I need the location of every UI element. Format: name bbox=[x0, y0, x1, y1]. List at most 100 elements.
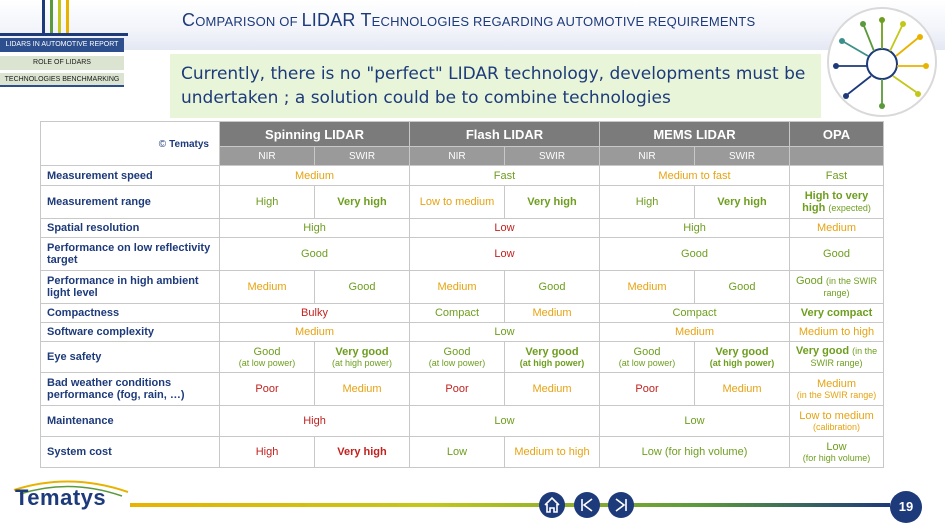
footer-rule bbox=[130, 503, 890, 507]
cell-value: Good bbox=[301, 248, 328, 260]
row-label: Eye safety bbox=[40, 341, 220, 373]
page-title: COMPARISON OF LIDAR TECHNOLOGIES REGARDI… bbox=[182, 10, 756, 30]
cell-value: Medium to fast bbox=[658, 169, 731, 182]
table-cell: Good (at low power) bbox=[599, 341, 695, 373]
table-row: Bad weather conditions performance (fog,… bbox=[40, 372, 884, 406]
cell-value: Very high bbox=[717, 196, 767, 208]
table-cell: Medium bbox=[219, 165, 410, 186]
table-cell: High bbox=[219, 218, 410, 238]
cell-value: Very good bbox=[335, 346, 389, 358]
cell-value: Poor bbox=[635, 383, 659, 395]
table-cell: Low bbox=[599, 405, 790, 437]
table-row: Compactness Bulky Compact Medium Compact Very… bbox=[40, 303, 884, 323]
next-icon[interactable] bbox=[608, 492, 634, 518]
cell-value: Low bbox=[446, 446, 468, 458]
table-cell: High bbox=[599, 218, 790, 238]
cell-value: High bbox=[635, 196, 659, 208]
table-cell: Low bbox=[409, 405, 600, 437]
cell-value: Compact bbox=[434, 307, 480, 319]
row-label: System cost bbox=[40, 436, 220, 468]
cell-value: Good bbox=[728, 281, 756, 293]
cell-value: High bbox=[303, 222, 326, 234]
page-number: 19 bbox=[890, 491, 922, 523]
cell-note: (in the SWIR range) bbox=[796, 390, 877, 400]
table-cell: Good (at low power) bbox=[219, 341, 315, 373]
table-row: Performance on low reflectivity target Go… bbox=[40, 237, 884, 271]
subtitle-text: Currently, there is no "perfect" LIDAR t… bbox=[181, 64, 806, 108]
table-cell: High bbox=[219, 185, 315, 219]
table-cell: Low to medium (calibration) bbox=[789, 405, 884, 437]
subtitle-box: Currently, there is no "perfect" LIDAR t… bbox=[170, 54, 821, 118]
table-corner: © Tematys bbox=[40, 121, 220, 166]
cell-note: (in the SWIR range) bbox=[823, 276, 877, 298]
table-cell: Low bbox=[409, 322, 600, 342]
top-rule bbox=[0, 33, 128, 36]
cell-value: Medium bbox=[437, 281, 477, 293]
cell-value: Very high bbox=[527, 196, 577, 208]
cell-note: (at low power) bbox=[238, 358, 296, 368]
cell-value: Very good bbox=[715, 346, 769, 358]
table-row: Maintenance High Low Low Low to medium (calib… bbox=[40, 405, 884, 437]
row-label: Compactness bbox=[40, 303, 220, 323]
table-cell: Medium bbox=[694, 372, 790, 406]
row-label: Performance on low reflectivity target bbox=[40, 237, 220, 271]
cell-value: Medium to high bbox=[798, 326, 875, 338]
cell-value: Good bbox=[538, 281, 566, 293]
corner-brand: Tematys bbox=[169, 138, 209, 150]
cell-value: Low (for high volume) bbox=[641, 446, 748, 458]
table-cell: Very high bbox=[694, 185, 790, 219]
cell-value: High bbox=[255, 446, 279, 458]
row-label: Bad weather conditions performance (fog,… bbox=[40, 372, 220, 406]
cell-note: (expected) bbox=[828, 203, 871, 213]
cell-value: Poor bbox=[445, 383, 469, 395]
home-icon[interactable] bbox=[539, 492, 565, 518]
cell-value: Medium bbox=[247, 281, 287, 293]
cell-note: (at low power) bbox=[428, 358, 486, 368]
table-cell: Medium bbox=[409, 270, 505, 304]
cell-value: Good bbox=[443, 346, 471, 358]
cell-value: Compact bbox=[672, 307, 717, 319]
table-cell: Bulky bbox=[219, 303, 410, 323]
table-cell: Low to medium bbox=[409, 185, 505, 219]
table-cell: Poor bbox=[409, 372, 505, 406]
table-row: Software complexity Medium Low Medium Medium… bbox=[40, 322, 884, 342]
table-row: System cost High Very high Low Medium to hig… bbox=[40, 436, 884, 468]
cell-value: High to very high bbox=[802, 190, 869, 214]
table-cell: Medium bbox=[504, 372, 600, 406]
table-cell: Very good (at high power) bbox=[504, 341, 600, 373]
subheader-mems-swir: SWIR bbox=[694, 146, 790, 166]
cell-value: Low bbox=[494, 415, 515, 427]
top-banner bbox=[0, 0, 945, 50]
table-cell: Compact bbox=[409, 303, 505, 323]
table-cell: Medium to high bbox=[504, 436, 600, 468]
table-cell: Good (in the SWIR range) bbox=[789, 270, 884, 304]
table-cell: Good bbox=[694, 270, 790, 304]
row-label: Spatial resolution bbox=[40, 218, 220, 238]
table-cell: Low (for high volume) bbox=[599, 436, 790, 468]
nav-role-of-lidars[interactable]: ROLE OF LIDARS bbox=[0, 56, 124, 70]
table-cell: Fast bbox=[409, 165, 600, 186]
cell-value: Good bbox=[633, 346, 661, 358]
group-header-mems: MEMS LIDAR bbox=[599, 121, 790, 147]
cell-value: High bbox=[303, 415, 326, 427]
table-cell: Very high bbox=[314, 436, 410, 468]
table-cell: Compact bbox=[599, 303, 790, 323]
table-cell: Very high bbox=[504, 185, 600, 219]
group-header-spinning: Spinning LIDAR bbox=[219, 121, 410, 147]
table-cell: Medium bbox=[314, 372, 410, 406]
row-label: Measurement speed bbox=[40, 165, 220, 186]
table-cell: Good bbox=[504, 270, 600, 304]
cell-value: Medium to high bbox=[514, 446, 590, 458]
cell-value: Medium bbox=[532, 307, 572, 319]
nav-technologies-benchmarking[interactable]: TECHNOLOGIES BENCHMARKING bbox=[0, 73, 124, 87]
previous-icon[interactable] bbox=[574, 492, 600, 518]
table-cell: Medium (in the SWIR range) bbox=[789, 372, 884, 406]
cell-value: Low bbox=[684, 415, 705, 427]
cell-value: Fast bbox=[825, 169, 848, 182]
table-cell: Low bbox=[409, 237, 600, 271]
table-row: Spatial resolution High Low High Medium bbox=[40, 218, 884, 238]
subheader-spinning-swir: SWIR bbox=[314, 146, 410, 166]
cell-value: Medium bbox=[342, 383, 382, 395]
nav-report[interactable]: LIDARS IN AUTOMOTIVE REPORT bbox=[0, 38, 124, 52]
cell-value: Good bbox=[253, 346, 281, 358]
